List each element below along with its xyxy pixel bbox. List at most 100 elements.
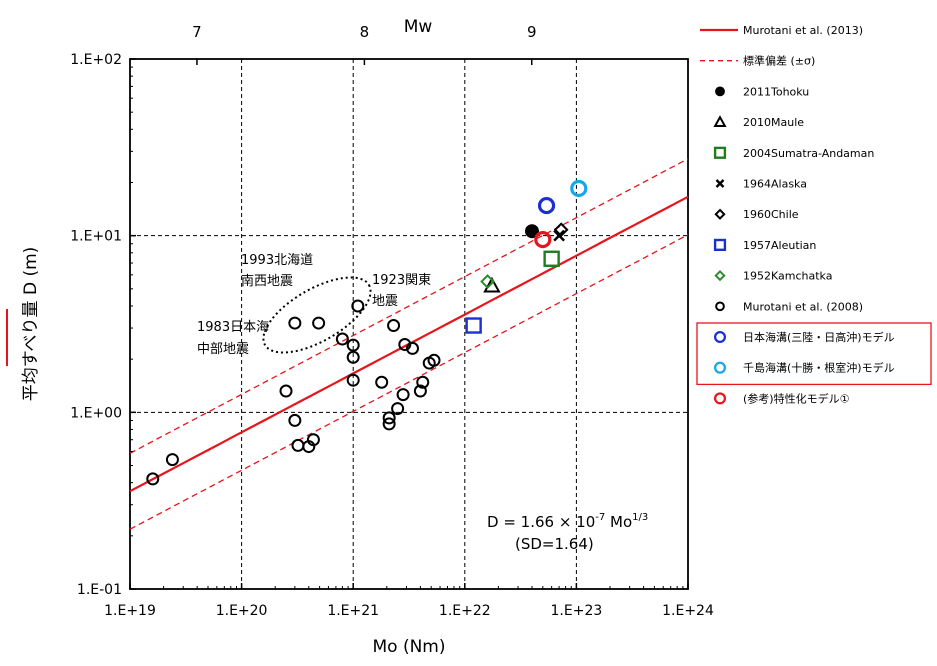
- legend-label: 2010Maule: [743, 116, 804, 129]
- formula-text: D = 1.66 × 10-7 Mo1/3 (SD=1.64): [487, 512, 648, 553]
- point-murotani-et-al-2008: [291, 438, 305, 452]
- point-: [537, 196, 556, 215]
- annotation-1923-kanto: 1923関東 地震: [372, 272, 431, 309]
- point-murotani-et-al-2008: [146, 472, 160, 486]
- point-2011tohoku: [524, 224, 539, 239]
- legend-label: 1964Alaska: [743, 178, 807, 191]
- regression-line-lower-sd: [129, 234, 689, 530]
- legend-marker: [715, 301, 725, 312]
- annotation-1983-line1: 1983日本海: [197, 320, 269, 335]
- legend-marker: [713, 361, 727, 374]
- point-murotani-et-al-2008: [351, 299, 365, 313]
- point-murotani-et-al-2008: [306, 433, 320, 447]
- point-murotani-et-al-2008: [165, 453, 179, 467]
- point-: [534, 231, 552, 249]
- x-tick-label: 1.E+20: [216, 603, 268, 619]
- point-murotani-et-al-2008: [416, 375, 430, 389]
- point-1964alaska: [553, 229, 565, 242]
- y-tick-label: 1.E+02: [70, 52, 122, 68]
- x-marker-stroke: [553, 229, 565, 242]
- x-tick-label: 1.E+22: [439, 603, 491, 619]
- point-murotani-et-al-2008: [398, 338, 412, 352]
- data-points: [146, 179, 588, 486]
- x-tick-label: 1.E+19: [104, 603, 156, 619]
- annotation-1983-nihonkai: 1983日本海 中部地震: [197, 320, 269, 357]
- point-murotani-et-al-2008: [346, 373, 360, 387]
- legend-entry: 日本海溝(三陸・日高沖)モデル: [713, 330, 895, 344]
- y-tick-label: 1.E-01: [77, 582, 122, 598]
- top-tick-label: 9: [527, 23, 537, 41]
- legend-label: Murotani et al. (2013): [743, 24, 863, 37]
- legend-entry: Murotani et al. (2008): [715, 300, 863, 313]
- annotation-1983-line2: 中部地震: [197, 342, 249, 357]
- legend-entry: 1964Alaska: [715, 178, 807, 191]
- legend-entry: 2010Maule: [713, 115, 804, 129]
- legend-entry: 千島海溝(十勝・根室沖)モデル: [713, 361, 895, 375]
- legend-entry: 2004Sumatra-Andaman: [713, 146, 874, 160]
- formula-main: D = 1.66 × 10: [487, 513, 595, 531]
- legend-marker: [714, 208, 726, 220]
- point-murotani-et-al-2008: [335, 332, 349, 346]
- legend-entry: 2011Tohoku: [715, 85, 809, 98]
- point-murotani-et-al-2008: [312, 316, 326, 330]
- point-murotani-et-al-2008: [396, 388, 410, 402]
- point-murotani-et-al-2008: [382, 417, 396, 431]
- point-murotani-et-al-2008: [382, 411, 396, 425]
- point-murotani-et-al-2008: [288, 316, 302, 330]
- point-murotani-et-al-2008: [413, 384, 427, 398]
- formula-exp1: -7: [595, 512, 605, 523]
- y-tick-label: 1.E+01: [70, 229, 122, 245]
- legend-highlight-box: [696, 322, 932, 386]
- top-axis-label: Mw: [404, 17, 433, 37]
- legend-label: Murotani et al. (2008): [743, 300, 863, 313]
- legend-marker: [715, 86, 725, 97]
- x-tick-label: 1.E+24: [662, 603, 714, 619]
- x-axis-ticks: 1.E+19 1.E+20 1.E+21 1.E+22 1.E+23 1.E+24: [104, 583, 714, 619]
- legend-label: 2004Sumatra-Andaman: [743, 147, 874, 160]
- top-tick-label: 8: [360, 23, 370, 41]
- legend-marker: [714, 269, 726, 282]
- formula-sd: (SD=1.64): [515, 535, 594, 553]
- svg-text:D = 1.66 × 10-7 Mo1/3: D = 1.66 × 10-7 Mo1/3: [487, 512, 648, 531]
- annotation-1923-line1: 1923関東: [372, 272, 431, 288]
- annotation-1993-hokkaido: 1993北海道 南西地震: [241, 253, 313, 289]
- legend-label: 1952Kamchatka: [743, 270, 832, 283]
- legend-entry: 1952Kamchatka: [714, 269, 832, 283]
- top-tick-label: 7: [192, 23, 202, 41]
- point-murotani-et-al-2008: [387, 319, 401, 333]
- point-1957aleutian: [465, 317, 482, 334]
- legend-label: 日本海溝(三陸・日高沖)モデル: [743, 330, 895, 344]
- legend-marker: [713, 115, 727, 128]
- point-murotani-et-al-2008: [346, 350, 360, 364]
- annotation-1993-line1: 1993北海道: [241, 253, 313, 268]
- legend-marker: [713, 146, 727, 159]
- point-murotani-et-al-2008: [279, 384, 293, 398]
- legend-label: 標準偏差 (±σ): [743, 54, 815, 68]
- y-axis-ticks: 1.E-01 1.E+00 1.E+01 1.E+02: [70, 52, 136, 598]
- legend-label: (参考)特性化モデル①: [743, 391, 850, 405]
- annotation-ellipse: [262, 276, 372, 354]
- annotation-1993-line2: 南西地震: [241, 273, 293, 289]
- x-tick-label: 1.E+23: [551, 603, 603, 619]
- point-2010maule: [483, 276, 501, 293]
- legend-marker: [713, 238, 727, 252]
- annotation-1923-line2: 地震: [372, 294, 398, 309]
- point-murotani-et-al-2008: [391, 402, 405, 416]
- y-axis-label: 平均すべり量 D (m): [21, 247, 41, 402]
- x-axis-label: Mo (Nm): [372, 637, 445, 657]
- legend-label: 1957Aleutian: [743, 239, 816, 252]
- legend-entry: 標準偏差 (±σ): [700, 54, 815, 68]
- formula-mid: Mo: [605, 513, 632, 531]
- point-murotani-et-al-2008: [427, 353, 441, 367]
- point-1952kamchatka: [480, 274, 495, 289]
- x-tick-label: 1.E+21: [327, 603, 379, 619]
- y-axis-accent-mark: [6, 309, 8, 366]
- point-2004sumatra-andaman: [543, 250, 560, 267]
- x-marker-stroke: [715, 179, 725, 188]
- legend-marker: [713, 330, 727, 344]
- legend-entry: Murotani et al. (2013): [700, 24, 863, 37]
- annotation-shapes: [262, 276, 372, 354]
- legend-marker: [713, 392, 727, 405]
